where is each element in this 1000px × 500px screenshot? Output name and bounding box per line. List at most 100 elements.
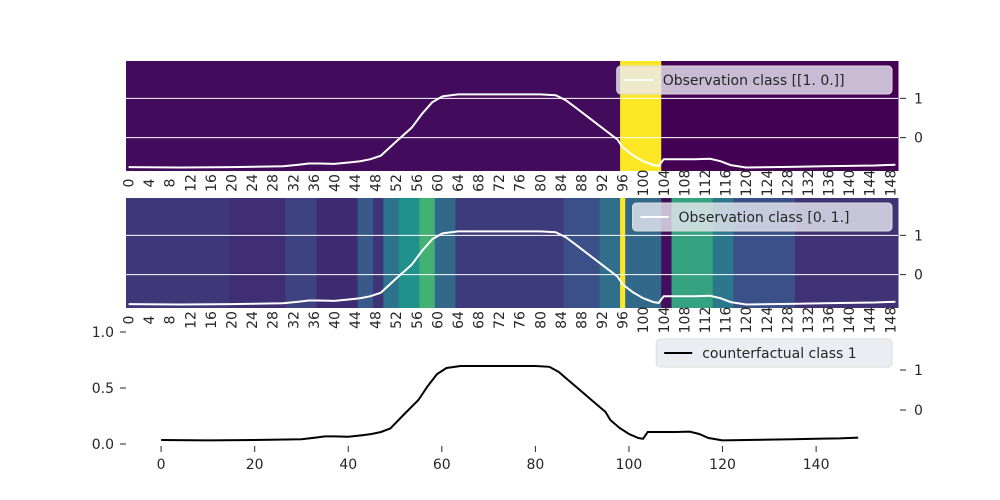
- x-tick-label: 48: [369, 311, 385, 329]
- x-tick-label: 96: [616, 311, 632, 329]
- x-tick-label: 140: [842, 307, 858, 334]
- heatmap-cell: [373, 198, 384, 308]
- x-tick-label: 128: [780, 170, 796, 197]
- x-tick-label: 64: [451, 174, 467, 192]
- x-tick-label: 28: [266, 311, 282, 329]
- x-tick-label: 68: [472, 311, 488, 329]
- heatmap-cell: [398, 198, 420, 308]
- right-tick-label: 0: [914, 403, 923, 419]
- heatmap-cell: [383, 198, 400, 308]
- x-tick-label: 56: [410, 311, 426, 329]
- x-tick-label: 36: [307, 174, 323, 192]
- x-tick-label: 116: [719, 307, 735, 334]
- heatmap-cell: [563, 198, 600, 308]
- legend-box: [616, 65, 893, 95]
- x-tick-label: 100: [636, 170, 652, 197]
- x-tick-label: 100: [636, 307, 652, 334]
- x-tick-label: 124: [760, 307, 776, 334]
- x-tick-label: 0: [122, 179, 138, 188]
- x-tick-label: 140: [842, 170, 858, 197]
- x-tick-label: 80: [533, 311, 549, 329]
- heatmap-cell: [419, 198, 436, 308]
- x-tick-label: 132: [801, 307, 817, 334]
- x-tick-label: 140: [803, 457, 830, 473]
- x-tick-label: 88: [574, 311, 590, 329]
- x-tick-label: 112: [698, 307, 714, 334]
- x-tick-label: 136: [822, 307, 838, 334]
- right-tick-label: 1: [914, 363, 923, 379]
- x-tick-label: 72: [492, 174, 508, 192]
- x-tick-label: 40: [339, 457, 357, 473]
- x-tick-label: 4: [142, 315, 158, 324]
- heatmap-cell: [316, 198, 359, 308]
- x-tick-label: 80: [533, 174, 549, 192]
- right-tick-label: 1: [914, 228, 923, 244]
- heatmap-cell: [357, 198, 374, 308]
- counterfactual-line: [161, 365, 859, 442]
- x-tick-label: 120: [739, 170, 755, 197]
- x-tick-label: 28: [266, 174, 282, 192]
- y-tick-label: 1.0: [92, 325, 114, 341]
- x-tick-label: 40: [327, 174, 343, 192]
- legend-label: counterfactual class 1: [702, 346, 856, 362]
- x-tick-label: 24: [245, 311, 261, 329]
- x-tick-label: 68: [472, 174, 488, 192]
- x-tick-label: 84: [554, 311, 570, 329]
- heatmap-cell: [661, 198, 673, 308]
- x-tick-label: 144: [863, 307, 879, 334]
- x-tick-label: 36: [307, 311, 323, 329]
- x-tick-label: 92: [595, 311, 611, 329]
- x-tick-label: 16: [204, 311, 220, 329]
- x-tick-label: 40: [327, 311, 343, 329]
- heatmap-cell: [455, 198, 564, 308]
- observation-line: [128, 230, 896, 306]
- heatmap-cell: [126, 61, 621, 171]
- x-tick-label: 8: [163, 179, 179, 188]
- x-tick-label: 144: [863, 170, 879, 197]
- x-tick-label: 52: [389, 311, 405, 329]
- x-tick-label: 104: [657, 170, 673, 197]
- x-tick-label: 52: [389, 174, 405, 192]
- x-tick-label: 32: [286, 174, 302, 192]
- x-tick-label: 12: [183, 174, 199, 192]
- x-tick-label: 20: [225, 311, 241, 329]
- heatmap-cell: [599, 198, 621, 308]
- x-tick-label: 120: [739, 307, 755, 334]
- heatmap-cell: [434, 198, 456, 308]
- legend-box: [655, 338, 893, 368]
- legend-label: Observation class [[1. 0.]]: [663, 73, 845, 89]
- x-tick-label: 20: [225, 174, 241, 192]
- x-tick-label: 88: [574, 174, 590, 192]
- right-tick-label: 1: [914, 91, 923, 107]
- x-tick-label: 16: [204, 174, 220, 192]
- x-tick-label: 148: [883, 307, 899, 334]
- x-tick-label: 104: [657, 307, 673, 334]
- x-tick-label: 96: [616, 174, 632, 192]
- x-tick-label: 44: [348, 311, 364, 329]
- heatmap-cell: [126, 198, 230, 308]
- x-tick-label: 108: [677, 307, 693, 334]
- x-tick-label: 60: [433, 457, 451, 473]
- x-tick-label: 0: [122, 316, 138, 325]
- x-tick-label: 112: [698, 170, 714, 197]
- y-tick-label: 0.0: [92, 437, 114, 453]
- x-tick-label: 108: [677, 170, 693, 197]
- x-tick-label: 76: [513, 174, 529, 192]
- x-tick-label: 44: [348, 174, 364, 192]
- x-tick-label: 8: [163, 316, 179, 325]
- x-tick-label: 76: [513, 311, 529, 329]
- x-tick-label: 4: [142, 178, 158, 187]
- x-tick-label: 60: [430, 311, 446, 329]
- heatmap-cell: [620, 198, 626, 308]
- heatmap-cell: [228, 198, 287, 308]
- line-panel-bottom: 0.0 0.5 1.0 0 20 40 60 80 100 120 140 1 0 counterfact…: [92, 325, 923, 473]
- observation-line: [128, 93, 896, 169]
- x-tick-label: 136: [822, 170, 838, 197]
- x-tick-label: 0: [157, 457, 166, 473]
- x-tick-label: 24: [245, 174, 261, 192]
- x-tick-label: 64: [451, 311, 467, 329]
- x-tick-label: 128: [780, 307, 796, 334]
- x-tick-label: 20: [246, 457, 264, 473]
- right-tick-label: 0: [914, 131, 923, 147]
- x-tick-label: 12: [183, 311, 199, 329]
